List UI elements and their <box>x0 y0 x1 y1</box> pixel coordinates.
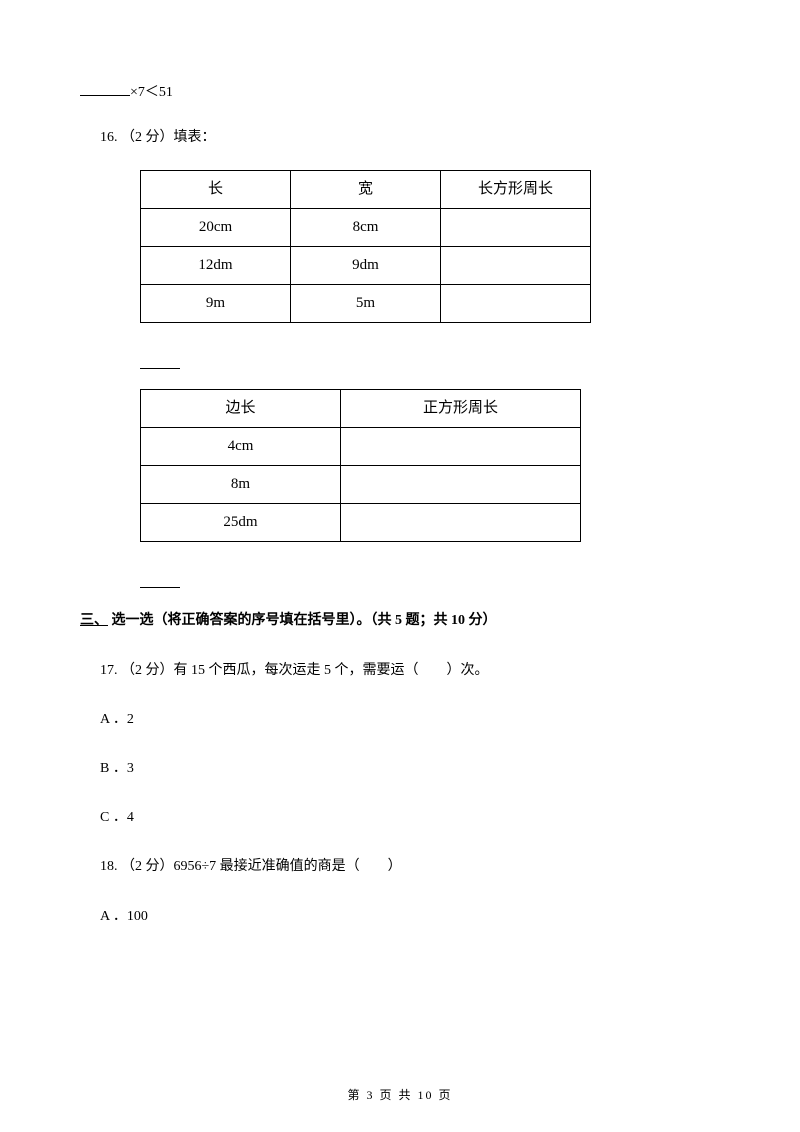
t1-r2c1: 12dm <box>141 247 291 285</box>
table-row: 边长 正方形周长 <box>141 390 581 428</box>
option-17-b[interactable]: B ．3 <box>100 756 740 781</box>
t1-r3c3[interactable] <box>441 285 591 323</box>
table-row: 12dm 9dm <box>141 247 591 285</box>
page-footer: 第 3 页 共 10 页 <box>0 1085 800 1107</box>
t1-h1: 长 <box>141 171 291 209</box>
table-row: 8m <box>141 466 581 504</box>
question-15-expression: ×7＜51 <box>80 80 740 105</box>
q15-expr: ×7＜51 <box>130 85 173 100</box>
section-3-heading: 三、 选一选（将正确答案的序号填在括号里）。（共 5 题；共 10 分） <box>80 608 740 633</box>
t2-r3c1: 25dm <box>141 504 341 542</box>
table-square-perimeter: 边长 正方形周长 4cm 8m 25dm <box>140 389 581 542</box>
t2-r1c1: 4cm <box>141 428 341 466</box>
table-row: 20cm 8cm <box>141 209 591 247</box>
t2-h2: 正方形周长 <box>341 390 581 428</box>
t1-r3c1: 9m <box>141 285 291 323</box>
blank-input[interactable] <box>140 368 180 369</box>
table-row: 长 宽 长方形周长 <box>141 171 591 209</box>
t1-r2c3[interactable] <box>441 247 591 285</box>
t1-r3c2: 5m <box>291 285 441 323</box>
t1-r1c2: 8cm <box>291 209 441 247</box>
t1-r1c1: 20cm <box>141 209 291 247</box>
question-17: 17. （2 分）有 15 个西瓜，每次运走 5 个，需要运（ ）次。 <box>100 658 740 683</box>
t2-r1c2[interactable] <box>341 428 581 466</box>
question-18: 18. （2 分）6956÷7 最接近准确值的商是（ ） <box>100 854 740 879</box>
q16-prefix: 16. （2 分） <box>100 130 174 145</box>
table-row: 4cm <box>141 428 581 466</box>
t2-r3c2[interactable] <box>341 504 581 542</box>
section-3-num: 三、 <box>80 613 108 628</box>
table-row: 9m 5m <box>141 285 591 323</box>
t1-h2: 宽 <box>291 171 441 209</box>
t1-r1c3[interactable] <box>441 209 591 247</box>
table-row: 25dm <box>141 504 581 542</box>
section-3-title: 选一选（将正确答案的序号填在括号里）。（共 5 题；共 10 分） <box>108 613 497 628</box>
question-16: 16. （2 分）填表： <box>100 125 740 150</box>
option-17-a[interactable]: A ．2 <box>100 707 740 732</box>
option-17-c[interactable]: C ．4 <box>100 805 740 830</box>
blank-input[interactable] <box>80 82 130 96</box>
table-rectangle-perimeter: 长 宽 长方形周长 20cm 8cm 12dm 9dm 9m 5m <box>140 170 591 323</box>
t1-h3: 长方形周长 <box>441 171 591 209</box>
t2-r2c2[interactable] <box>341 466 581 504</box>
option-18-a[interactable]: A ．100 <box>100 904 740 929</box>
q16-label: 填表： <box>174 130 216 145</box>
t1-r2c2: 9dm <box>291 247 441 285</box>
t2-h1: 边长 <box>141 390 341 428</box>
t2-r2c1: 8m <box>141 466 341 504</box>
blank-input[interactable] <box>140 587 180 588</box>
